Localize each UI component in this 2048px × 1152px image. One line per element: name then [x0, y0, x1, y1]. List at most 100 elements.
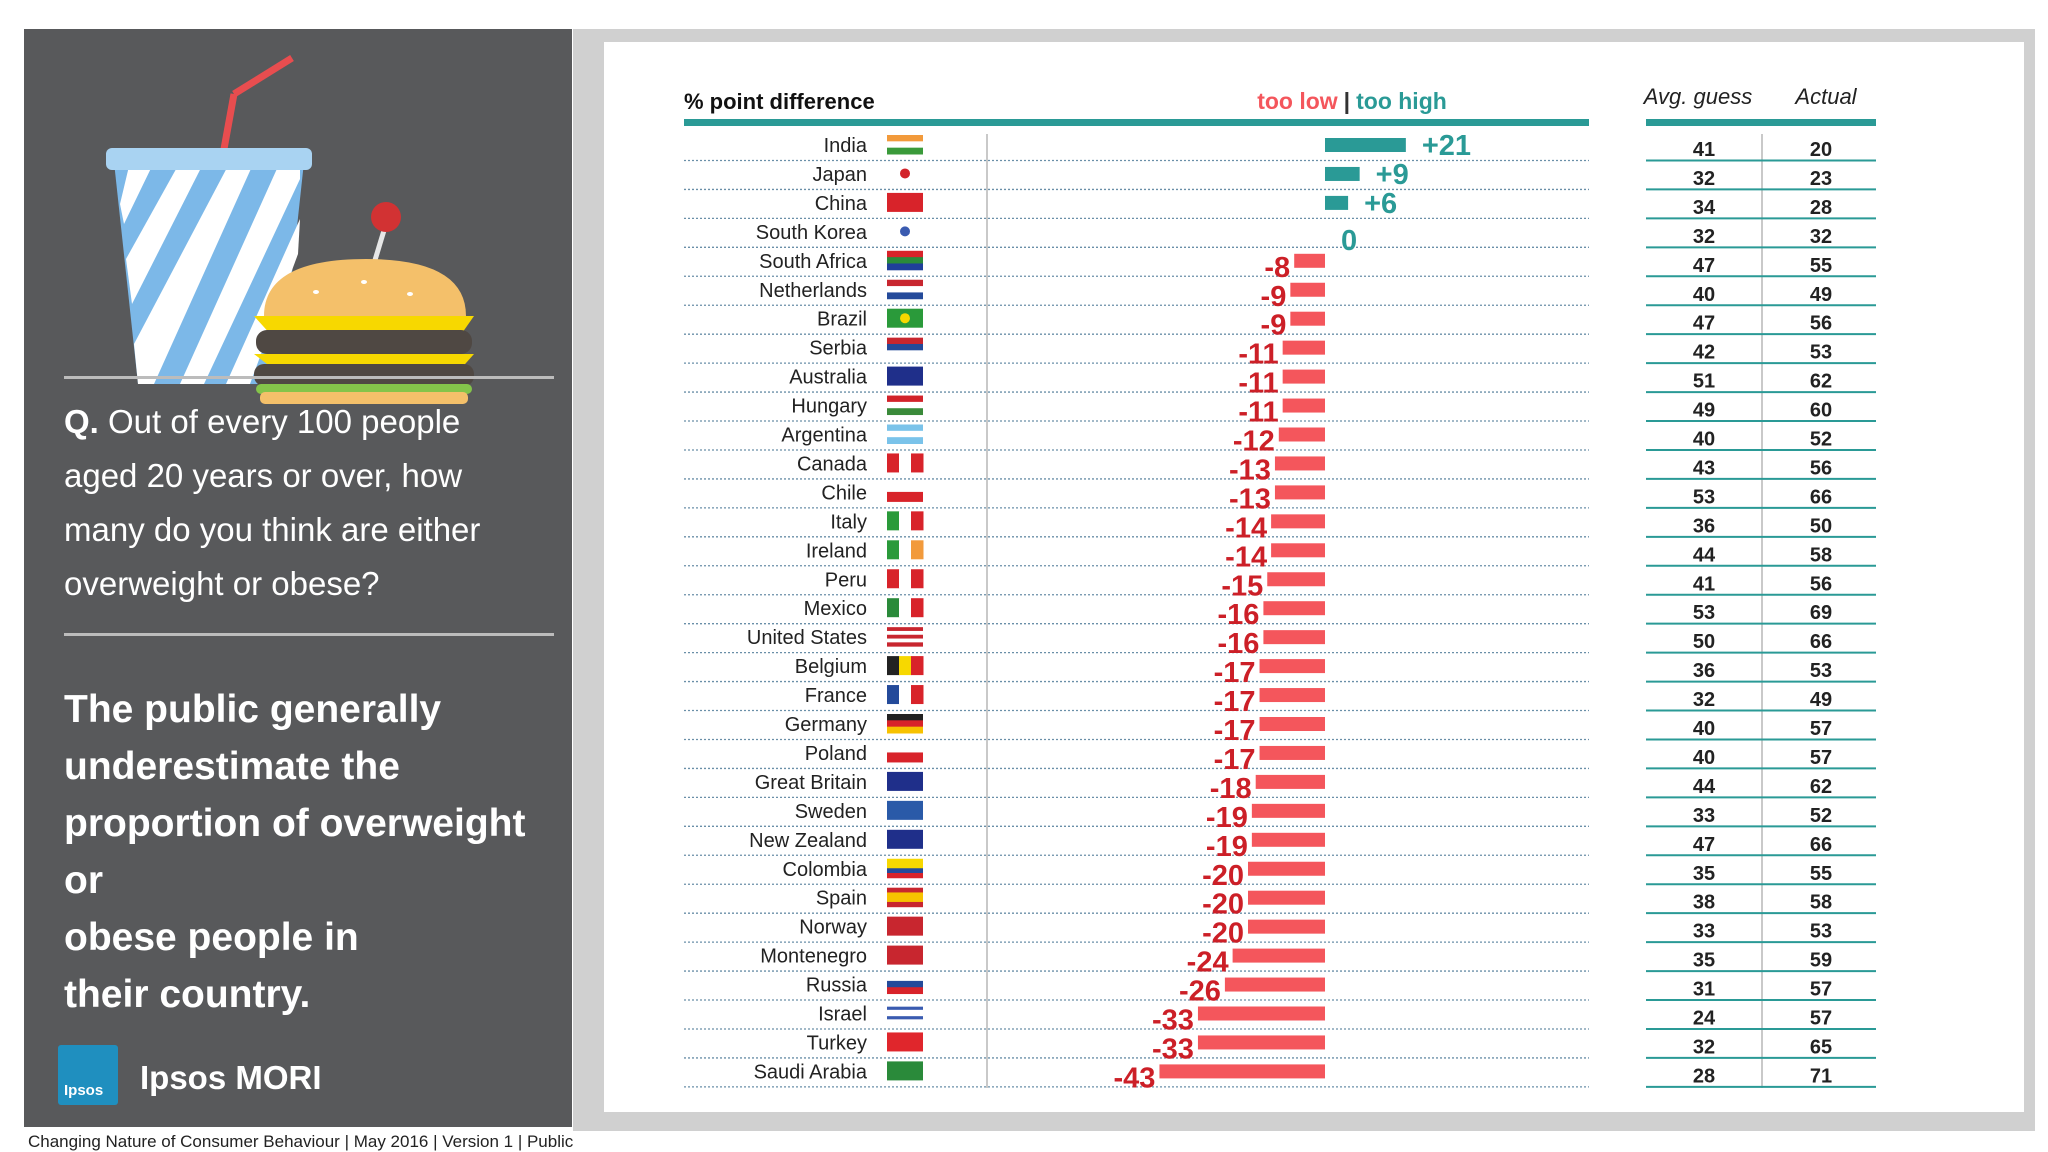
actual-value: 57: [1810, 747, 1832, 769]
left-panel: Q. Out of every 100 people aged 20 years…: [24, 29, 572, 1127]
avg-guess-value: 42: [1693, 342, 1715, 364]
bar: [1248, 890, 1325, 905]
value-label: -11: [1238, 397, 1278, 429]
bar: [1159, 1064, 1325, 1079]
country-label: Germany: [785, 714, 867, 736]
flag-icon: [887, 569, 924, 589]
flag-icon: [887, 656, 924, 676]
bar: [1263, 601, 1325, 616]
avg-guess-value: 33: [1693, 921, 1715, 943]
value-label: -14: [1225, 512, 1267, 544]
country-label: Belgium: [795, 656, 867, 678]
legend-separator: |: [1344, 88, 1350, 114]
avg-guess-value: 36: [1693, 515, 1715, 537]
actual-value: 56: [1810, 457, 1832, 479]
avg-guess-value: 40: [1693, 747, 1715, 769]
value-label: -43: [1114, 1062, 1156, 1094]
footer: Changing Nature of Consumer Behaviour | …: [28, 1132, 574, 1151]
finding-line: their country.: [64, 973, 311, 1016]
bar: [1197, 1006, 1325, 1021]
actual-value: 20: [1810, 139, 1832, 161]
avg-guess-value: 40: [1693, 429, 1715, 451]
flag-icon: [887, 482, 923, 502]
actual-value: 49: [1810, 284, 1832, 306]
bar: [1290, 282, 1325, 297]
value-label: -17: [1214, 657, 1256, 689]
country-label: Mexico: [804, 598, 867, 620]
bar: [1248, 919, 1325, 934]
value-label: -33: [1152, 1033, 1194, 1065]
bar: [1255, 774, 1325, 789]
flag-icon: [887, 424, 923, 444]
bar: [1282, 340, 1325, 355]
bar: [1267, 572, 1325, 587]
bar: [1248, 861, 1325, 876]
value-label: -9: [1261, 281, 1287, 313]
country-label: Montenegro: [760, 946, 867, 968]
actual-value: 50: [1810, 515, 1832, 537]
bar: [1282, 369, 1325, 384]
value-label: -16: [1217, 628, 1259, 660]
soda-burger-illustration: [106, 55, 474, 404]
actual-value: 55: [1810, 863, 1832, 885]
actual-value: 69: [1810, 602, 1832, 624]
avg-guess-value: 53: [1693, 486, 1715, 508]
country-label: Brazil: [817, 309, 867, 331]
avg-guess-value: 32: [1693, 168, 1715, 190]
country-label: Netherlands: [759, 280, 867, 302]
value-label: +9: [1376, 159, 1409, 191]
table-header-rule: [1646, 119, 1876, 126]
actual-value: 55: [1810, 255, 1832, 277]
question-body: Out of every 100 people aged 20 years or…: [64, 403, 481, 602]
country-label: Israel: [818, 1004, 867, 1026]
country-label: Australia: [789, 367, 868, 389]
country-label: South Africa: [759, 251, 868, 273]
bar: [1274, 456, 1325, 471]
value-label: -24: [1187, 947, 1229, 979]
value-label: -18: [1210, 773, 1252, 805]
actual-value: 28: [1810, 197, 1832, 219]
country-label: Hungary: [791, 396, 867, 418]
avg-guess-value: 49: [1693, 400, 1715, 422]
avg-guess-value: 36: [1693, 660, 1715, 682]
question-text: Q. Out of every 100 people aged 20 years…: [64, 395, 524, 611]
actual-value: 62: [1810, 776, 1832, 798]
header-rule: [684, 119, 1589, 126]
flag-icon: [887, 771, 923, 791]
value-label: -26: [1179, 976, 1221, 1008]
value-label: -17: [1214, 715, 1256, 747]
avg-guess-value: 47: [1693, 255, 1715, 277]
actual-value: 59: [1810, 950, 1832, 972]
actual-value: 66: [1810, 486, 1832, 508]
flag-icon: [887, 279, 923, 300]
bar: [1290, 311, 1325, 326]
bar: [1278, 427, 1325, 442]
flag-icon: [887, 250, 923, 271]
chart: % point difference too low | too high Avg.…: [684, 84, 1876, 1094]
actual-value: 71: [1810, 1065, 1832, 1087]
country-label: Ireland: [806, 540, 867, 562]
value-label: -13: [1229, 454, 1271, 486]
country-label: Chile: [821, 482, 867, 504]
flag-icon: [887, 1032, 923, 1052]
flag-icon: [887, 337, 923, 358]
country-label: Serbia: [809, 338, 868, 360]
value-label: -33: [1152, 1005, 1194, 1037]
flag-icon: [887, 308, 923, 328]
flag-icon: [887, 829, 923, 849]
flag-icon: [887, 395, 923, 416]
flag-icon: [887, 858, 923, 879]
country-label: Norway: [799, 917, 867, 939]
bar: [1251, 803, 1325, 818]
actual-value: 57: [1810, 1008, 1832, 1030]
bar: [1259, 745, 1325, 760]
finding-line: The public generally: [64, 688, 442, 731]
country-label: Poland: [805, 743, 867, 765]
flag-icon: [887, 511, 924, 531]
avg-guess-value: 34: [1693, 197, 1716, 219]
value-label: -9: [1261, 310, 1287, 342]
bar: [1271, 514, 1325, 529]
flag-icon: [887, 1061, 923, 1081]
finding-line: obese people in: [64, 916, 359, 959]
avg-guess-value: 50: [1693, 631, 1715, 653]
